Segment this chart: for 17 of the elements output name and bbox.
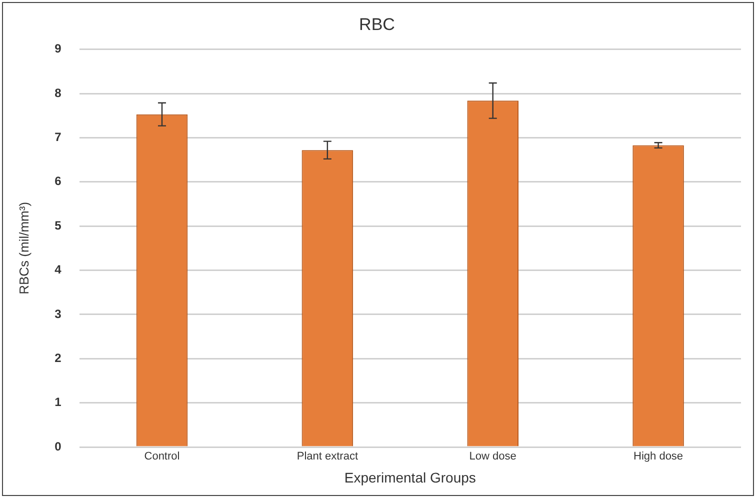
y-tick-label: 3 (54, 306, 62, 321)
chart-title: RBC (359, 14, 395, 34)
y-tick-label: 5 (54, 218, 62, 232)
x-tick-label: High dose (634, 450, 684, 463)
x-tick-label: Plant extract (296, 450, 358, 463)
y-tick-label: 1 (54, 395, 62, 410)
y-tick-label: 6 (54, 174, 62, 188)
x-tick-label: Control (144, 450, 180, 463)
y-tick-label: 2 (54, 350, 62, 365)
y-tick-label: 4 (54, 262, 62, 277)
y-tick-label: 8 (54, 86, 62, 100)
x-axis-title: Experimental Groups (344, 469, 476, 486)
y-tick-label: 9 (54, 42, 62, 56)
y-axis-title: RBCs (mil/mm³) (16, 202, 32, 294)
y-tick-label: 7 (54, 130, 62, 144)
x-tick-label: Low dose (469, 450, 516, 463)
y-tick-label: 0 (54, 439, 62, 454)
